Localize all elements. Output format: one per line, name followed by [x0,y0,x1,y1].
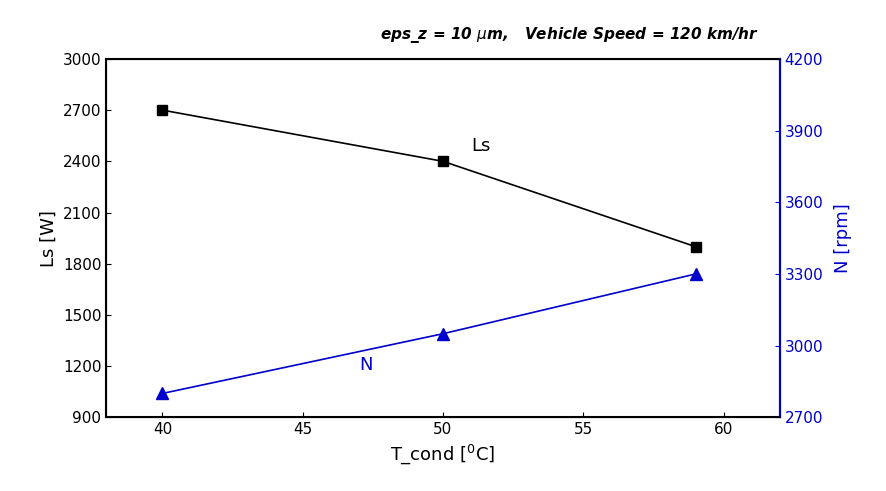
Y-axis label: Ls [W]: Ls [W] [39,210,58,267]
Text: eps_z = 10 $\mu$m,   Vehicle Speed = 120 km/hr: eps_z = 10 $\mu$m, Vehicle Speed = 120 k… [380,25,759,45]
Text: N: N [359,355,372,374]
Text: Ls: Ls [471,137,491,155]
X-axis label: T_cond [$^0$C]: T_cond [$^0$C] [391,443,495,466]
Y-axis label: N [rpm]: N [rpm] [835,203,852,273]
